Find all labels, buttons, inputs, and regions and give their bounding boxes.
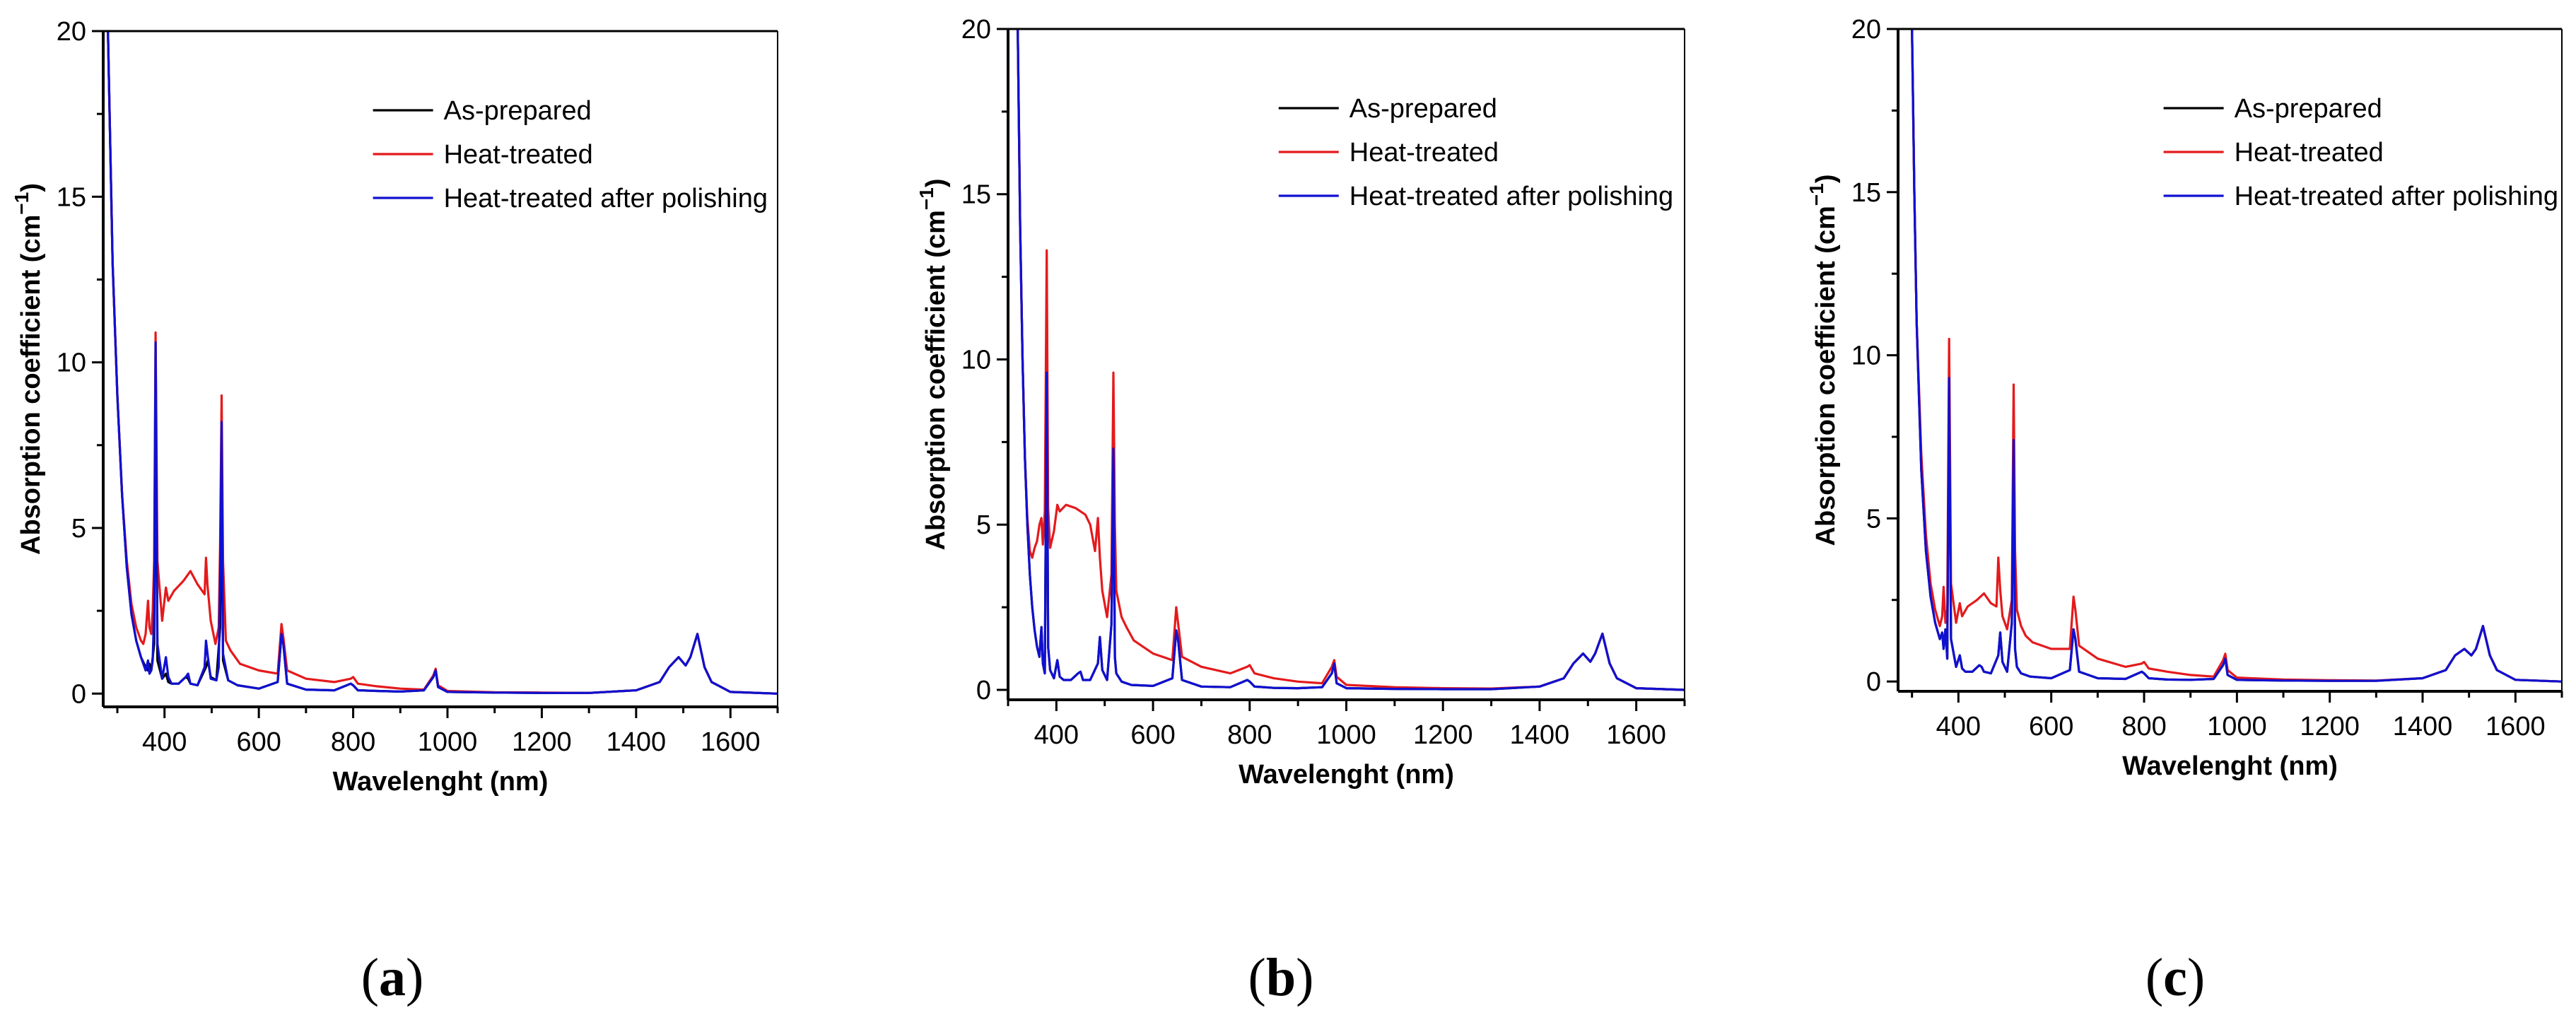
- panel-a-chart: 400 600 800 1000 1200 1400 1600 0 5 10 15 20 Wavelen…: [11, 17, 779, 797]
- y-axis-title-close: ): [921, 179, 951, 188]
- y-axis-title-exponent: −1: [915, 187, 937, 210]
- y-tick-label: 15: [57, 182, 86, 212]
- y-tick-label: 5: [71, 514, 86, 544]
- series-line-heat-treated: [107, 31, 778, 695]
- legend-label-as-prepared: As-prepared: [444, 96, 592, 126]
- y-tick-label: 5: [976, 510, 991, 540]
- series-line-heat-treated-after-polishing: [1017, 29, 1685, 691]
- y-tick-label: 10: [961, 345, 991, 375]
- y-axis-title-main: Absorption coefficient (cm: [1811, 206, 1841, 546]
- y-axis-title: Absorption coefficient (cm−1): [1805, 175, 1841, 546]
- x-tick-label: 400: [1034, 720, 1079, 750]
- x-tick-label: 1600: [2486, 712, 2546, 741]
- x-tick-label: 600: [236, 727, 281, 757]
- legend-label-heat-treated: Heat-treated: [2235, 138, 2384, 168]
- y-tick-label: 20: [1851, 15, 1881, 45]
- legend-label-heat-treated-after-polishing: Heat-treated after polishing: [1350, 182, 1673, 211]
- panel-b-chart: 400 600 800 1000 1200 1400 1600 0 5 10 15 20 Wavelen…: [915, 15, 1686, 790]
- x-tick-label: 1200: [512, 727, 572, 757]
- y-tick-label: 15: [1851, 178, 1881, 208]
- x-tick-label: 600: [1130, 720, 1175, 750]
- legend-label-as-prepared: As-prepared: [1350, 94, 1497, 124]
- x-tick-label: 1200: [1413, 720, 1473, 750]
- series-line-as-prepared: [1911, 29, 2562, 683]
- y-tick-label: 5: [1866, 504, 1881, 534]
- y-tick-label: 15: [961, 180, 991, 210]
- y-axis-title-close: ): [16, 183, 46, 192]
- y-tick-label: 10: [57, 348, 86, 378]
- y-axis-title-exponent: −1: [11, 192, 33, 215]
- x-tick-label: 1200: [2300, 712, 2360, 741]
- series-group: [1017, 29, 1685, 691]
- y-axis-title: Absorption coefficient (cm−1): [915, 179, 951, 551]
- x-tick-label: 400: [1936, 712, 1981, 741]
- y-axis-title-main: Absorption coefficient (cm: [921, 210, 951, 550]
- legend-label-heat-treated-after-polishing: Heat-treated after polishing: [444, 184, 768, 213]
- series-group: [107, 31, 778, 695]
- x-tick-label: 800: [2121, 712, 2166, 741]
- panel-c-chart: 400 600 800 1000 1200 1400 1600 0 5 10 15 20 Wavelen…: [1805, 15, 2563, 781]
- y-axis-title: Absorption coefficient (cm−1): [11, 183, 46, 555]
- x-tick-label: 1600: [1606, 720, 1666, 750]
- x-axis-title: Wavelenght (nm): [1239, 760, 1454, 790]
- y-axis-title-exponent: −1: [1805, 183, 1827, 206]
- x-tick-label: 1000: [2207, 712, 2267, 741]
- legend-label-heat-treated: Heat-treated: [1350, 138, 1499, 168]
- x-axis-title: Wavelenght (nm): [333, 767, 549, 797]
- x-tick-label: 600: [2029, 712, 2073, 741]
- x-tick-label: 1400: [607, 727, 667, 757]
- x-tick-label: 1000: [418, 727, 478, 757]
- x-tick-label: 800: [331, 727, 375, 757]
- legend-label-heat-treated-after-polishing: Heat-treated after polishing: [2235, 182, 2558, 211]
- y-tick-label: 20: [57, 17, 86, 47]
- y-tick-label: 0: [71, 679, 86, 709]
- x-tick-label: 1000: [1316, 720, 1376, 750]
- y-tick-label: 0: [976, 676, 991, 705]
- series-line-heat-treated-after-polishing: [107, 31, 778, 695]
- y-axis-title-main: Absorption coefficient (cm: [16, 215, 46, 555]
- y-axis-title-close: ): [1811, 175, 1841, 184]
- series-line-as-prepared: [1017, 29, 1685, 691]
- panel-label-a: (a): [361, 948, 424, 1007]
- x-tick-label: 800: [1227, 720, 1272, 750]
- y-tick-label: 0: [1866, 667, 1881, 697]
- series-line-heat-treated-after-polishing: [1911, 29, 2562, 683]
- legend-label-heat-treated: Heat-treated: [444, 140, 593, 170]
- panel-label-b: (b): [1248, 948, 1314, 1007]
- x-tick-label: 1600: [701, 727, 761, 757]
- panel-label-c: (c): [2145, 948, 2206, 1007]
- legend-label-as-prepared: As-prepared: [2235, 94, 2382, 124]
- series-line-heat-treated: [1017, 29, 1685, 691]
- series-group: [1911, 29, 2562, 683]
- x-tick-label: 1400: [1510, 720, 1570, 750]
- series-line-heat-treated: [1911, 29, 2562, 683]
- y-tick-label: 10: [1851, 341, 1881, 371]
- x-axis-title: Wavelenght (nm): [2122, 751, 2338, 781]
- x-tick-label: 400: [142, 727, 187, 757]
- y-tick-label: 20: [961, 15, 991, 45]
- x-tick-label: 1400: [2393, 712, 2453, 741]
